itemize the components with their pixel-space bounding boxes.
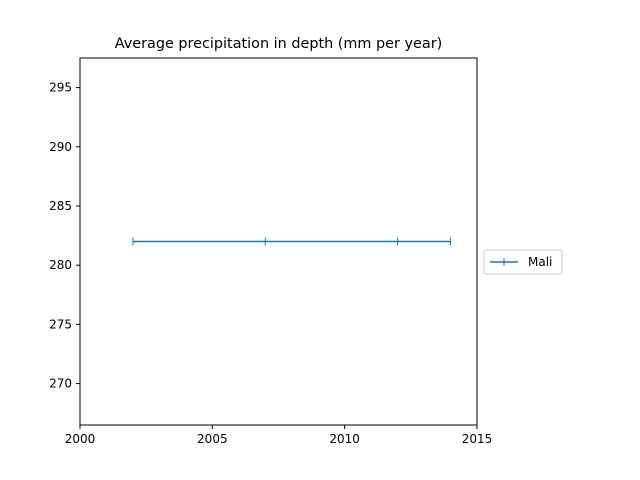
y-tick-label: 290 xyxy=(49,140,72,154)
axes: 2000 2005 2010 2015 270 275 280 285 290 295 xyxy=(49,57,493,446)
y-tick-label: 295 xyxy=(49,81,72,95)
series-layer xyxy=(132,237,452,246)
x-tick-label: 2005 xyxy=(197,432,228,446)
y-tick-label: 280 xyxy=(49,258,72,272)
chart-title: Average precipitation in depth (mm per y… xyxy=(115,36,442,52)
legend: Mali xyxy=(483,249,563,275)
legend-box xyxy=(483,249,563,275)
legend-label: Mali xyxy=(528,255,552,269)
x-tick-label: 2010 xyxy=(329,432,360,446)
legend-entries: Mali xyxy=(490,255,552,269)
y-tick-label: 270 xyxy=(49,377,72,391)
plot-frame xyxy=(79,57,478,426)
y-tick-label: 285 xyxy=(49,199,72,213)
y-tick-label: 275 xyxy=(49,317,72,331)
x-tick-label: 2015 xyxy=(462,432,493,446)
x-tick-label: 2000 xyxy=(65,432,96,446)
